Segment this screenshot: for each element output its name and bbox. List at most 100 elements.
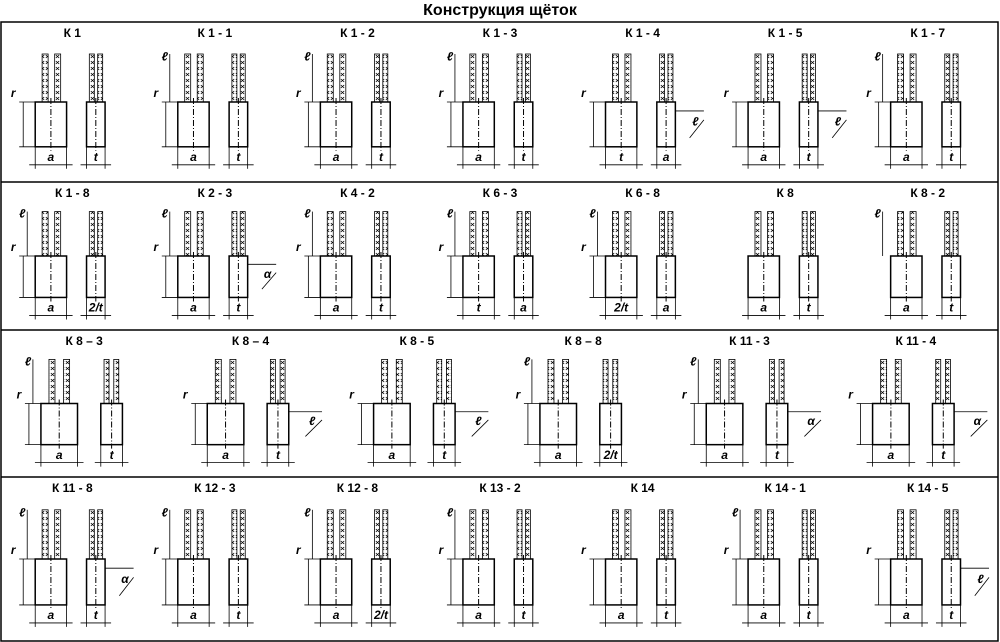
dimension-width: a [721, 448, 728, 462]
dimension-lead: ℓ [19, 207, 26, 221]
dimension-width: a [475, 150, 482, 164]
brush-label: К 1 - 7 [910, 26, 945, 40]
dimension-thickness: t [949, 150, 954, 164]
lead [446, 358, 452, 404]
frame [0, 21, 999, 642]
lead [909, 211, 917, 257]
brush-label: К 1 - 4 [625, 26, 660, 40]
dimension-height: r [581, 543, 587, 557]
lead [562, 358, 570, 404]
dimension-width: a [475, 608, 482, 622]
lead [952, 211, 959, 257]
dimension-width: t [477, 301, 482, 315]
dimension-thickness: t [807, 608, 812, 622]
brush-label: К 6 - 8 [625, 186, 660, 200]
dimension-height: r [682, 388, 688, 402]
dimension-height: r [11, 543, 17, 557]
lead [88, 211, 95, 257]
lead [778, 358, 785, 404]
lead [667, 53, 674, 103]
dimension-width: a [903, 150, 910, 164]
dimension-height: r [296, 240, 302, 254]
lead [810, 509, 816, 560]
dimension-width: t [619, 150, 624, 164]
lead [897, 211, 904, 257]
dimension-width: a [190, 150, 197, 164]
lead [624, 53, 632, 103]
lead [326, 509, 334, 560]
dimension-height: r [296, 86, 302, 100]
dimension-lead: ℓ [304, 49, 311, 63]
lead [395, 358, 403, 404]
dimension-thickness: t [94, 608, 99, 622]
brush-label: К 12 - 3 [194, 481, 236, 495]
dimension-lead: ℓ [162, 49, 169, 63]
dimension-height: r [17, 388, 23, 402]
brush-label: К 8 – 4 [232, 334, 270, 348]
dimension-lead: ℓ [162, 207, 169, 221]
dimension-thickness: t [949, 608, 954, 622]
lead [516, 509, 523, 560]
lead [196, 53, 204, 103]
dimension-lead: ℓ [524, 355, 531, 369]
brush-label: К 2 - 3 [198, 186, 233, 200]
dimension-height: r [296, 543, 302, 557]
lead [382, 211, 389, 257]
dimension-thickness: t [442, 448, 447, 462]
dimension-height: r [11, 240, 17, 254]
dimension-lead: ℓ [304, 207, 311, 221]
lead [767, 509, 774, 560]
lead [612, 53, 619, 103]
lead [602, 358, 609, 404]
lead [436, 358, 443, 404]
lead [469, 509, 477, 560]
lead [659, 509, 666, 560]
dimension-thickness: t [379, 301, 384, 315]
dimension-thickness: t [664, 608, 669, 622]
brush-label: К 13 - 2 [479, 481, 521, 495]
dimension-angle: α [807, 414, 815, 428]
dimension-height: r [848, 388, 854, 402]
lead [659, 211, 666, 257]
dimension-height: r [11, 86, 17, 100]
lead [41, 509, 49, 560]
brush-label: К 1 [64, 26, 82, 40]
lead [897, 509, 904, 560]
lead [326, 211, 334, 257]
dimension-lead: ℓ [19, 505, 26, 519]
lead [269, 358, 276, 404]
dimension-thickness: t [236, 301, 241, 315]
brush-label: К 1 - 3 [483, 26, 518, 40]
lead [935, 358, 942, 404]
dimension-line [804, 419, 822, 437]
dimension-width: a [222, 448, 229, 462]
lead [279, 358, 286, 404]
brush-label: К 1 - 5 [768, 26, 803, 40]
dimension-height: r [153, 543, 159, 557]
dimension-height: r [439, 240, 445, 254]
lead [54, 211, 62, 257]
lead [880, 358, 888, 404]
lead [612, 358, 619, 404]
lead [184, 211, 192, 257]
dimension-thickness: t [236, 608, 241, 622]
dimension-lead: ℓ [447, 505, 454, 519]
lead [41, 53, 49, 103]
dimension-line [689, 119, 705, 139]
brush-label: К 6 - 3 [483, 186, 518, 200]
lead [97, 509, 104, 560]
lead [239, 211, 246, 257]
lead [801, 211, 808, 257]
lead [231, 53, 238, 103]
dimension-line [119, 577, 134, 596]
brush-label: К 11 - 8 [52, 481, 93, 495]
dimension-height: r [153, 240, 159, 254]
dimension-lead: ℓ [162, 505, 169, 519]
dimension-lead: ℓ [732, 505, 739, 519]
brush-label: К 8 - 5 [399, 334, 434, 348]
dimension-angle: ℓ [309, 414, 316, 428]
dimension-thickness: t [94, 150, 99, 164]
dimension-angle: α [264, 267, 272, 281]
lead [382, 53, 389, 103]
brush-label: К 1 - 2 [340, 26, 375, 40]
